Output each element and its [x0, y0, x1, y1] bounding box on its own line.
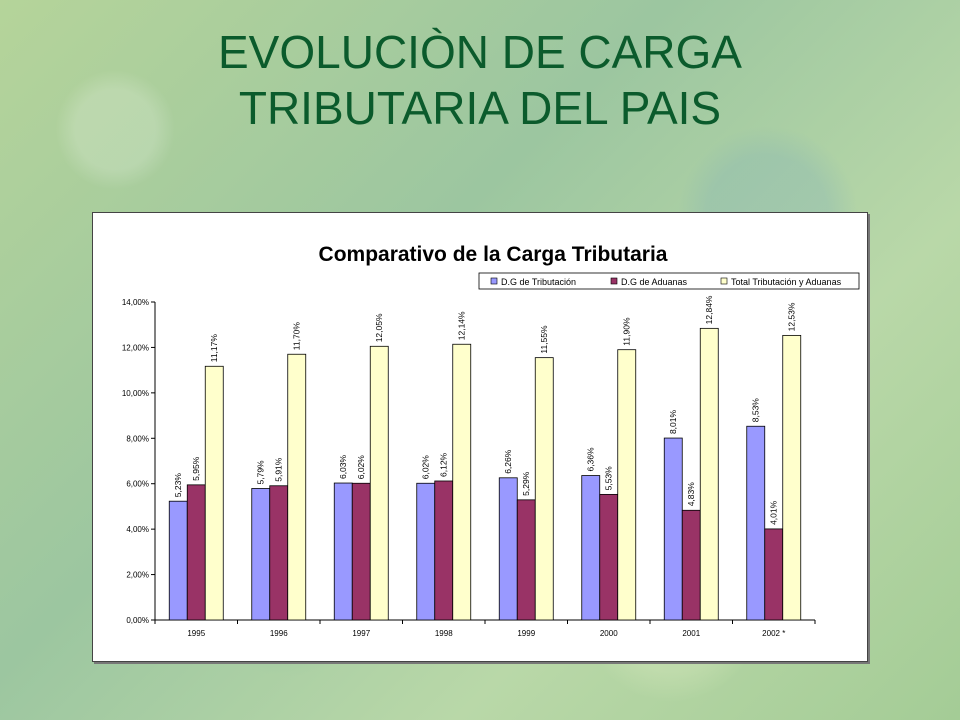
y-tick-label: 4,00% [126, 525, 149, 534]
bar [599, 493, 619, 621]
y-tick-label: 8,00% [126, 434, 149, 443]
data-label: 11,55% [539, 325, 549, 354]
chart-data-labels: 5,23% 5,95% 11,17% 5,79% 5,91% 11,70% 6,03% 6,0… [173, 295, 797, 525]
bar [681, 509, 701, 621]
data-label: 8,53% [751, 398, 761, 423]
x-tick-label: 1999 [517, 629, 535, 638]
data-label: 12,14% [457, 311, 467, 340]
bar [333, 482, 353, 621]
y-tick-label: 6,00% [126, 480, 149, 489]
y-tick-label: 2,00% [126, 571, 149, 580]
data-label: 5,29% [521, 471, 531, 496]
bar [204, 365, 224, 621]
data-label: 5,23% [173, 473, 183, 498]
data-label: 6,26% [503, 449, 513, 474]
data-label: 6,02% [356, 455, 366, 480]
data-label: 4,83% [686, 482, 696, 507]
bar [782, 334, 802, 621]
data-label: 4,01% [769, 500, 779, 525]
chart-title: Comparativo de la Carga Tributaria [319, 243, 668, 266]
data-label: 12,53% [787, 302, 797, 331]
data-label: 5,53% [604, 466, 614, 491]
legend-swatch [610, 277, 618, 285]
data-label: 6,36% [586, 447, 596, 472]
bar [452, 343, 472, 621]
bar [287, 353, 307, 621]
data-label: 11,90% [622, 317, 632, 346]
x-tick-label: 1996 [270, 629, 288, 638]
bar [498, 477, 518, 621]
slide-title-line1: EVOLUCIÒN DE CARGA [218, 26, 742, 78]
x-tick-label: 1998 [435, 629, 453, 638]
slide-title-line2: TRIBUTARIA DEL PAIS [238, 82, 722, 134]
bar [369, 345, 389, 621]
chart-bars [168, 327, 802, 621]
bar [764, 528, 784, 621]
data-label: 6,02% [421, 455, 431, 480]
bar [434, 480, 454, 621]
bar [534, 357, 554, 621]
x-tick-label: 1995 [187, 629, 205, 638]
bar [269, 485, 289, 621]
x-tick-label: 2002 * [762, 629, 785, 638]
y-tick-label: 0,00% [126, 616, 149, 625]
x-tick-label: 2000 [600, 629, 618, 638]
x-tick-label: 2001 [682, 629, 700, 638]
bar [516, 499, 536, 621]
bar [186, 484, 206, 621]
data-label: 5,91% [274, 457, 284, 482]
chart-panel: Comparativo de la Carga Tributaria D.G d… [92, 212, 868, 662]
data-label: 5,79% [256, 460, 266, 485]
legend-label: Total Tributación y Aduanas [731, 277, 842, 287]
data-label: 6,03% [338, 454, 348, 479]
bar [746, 425, 766, 621]
bar [351, 482, 371, 621]
bar [581, 475, 601, 621]
data-label: 6,12% [439, 452, 449, 477]
bar [699, 327, 719, 621]
legend-swatch [720, 277, 728, 285]
legend-box [478, 272, 860, 290]
data-label: 11,17% [209, 334, 219, 363]
legend-label: D.G de Aduanas [621, 277, 688, 287]
data-label: 11,70% [292, 322, 302, 351]
slide-title: EVOLUCIÒN DE CARGA TRIBUTARIA DEL PAIS [0, 24, 960, 136]
bar [416, 482, 436, 621]
data-label: 5,95% [191, 456, 201, 481]
bar-chart: Comparativo de la Carga Tributaria D.G d… [122, 243, 860, 638]
y-tick-label: 14,00% [122, 298, 149, 307]
data-label: 12,84% [704, 295, 714, 324]
bar [251, 488, 271, 621]
bar [617, 349, 637, 621]
data-label: 8,01% [668, 410, 678, 435]
y-tick-label: 10,00% [122, 389, 149, 398]
data-label: 12,05% [374, 313, 384, 342]
bar [663, 437, 683, 621]
bar [168, 500, 188, 621]
x-tick-label: 1997 [352, 629, 370, 638]
legend-swatch [490, 277, 498, 285]
y-tick-label: 12,00% [122, 343, 149, 352]
legend-label: D.G de Tributación [501, 277, 576, 287]
chart-legend: D.G de Tributación D.G de Aduanas Total Tr… [478, 272, 860, 290]
